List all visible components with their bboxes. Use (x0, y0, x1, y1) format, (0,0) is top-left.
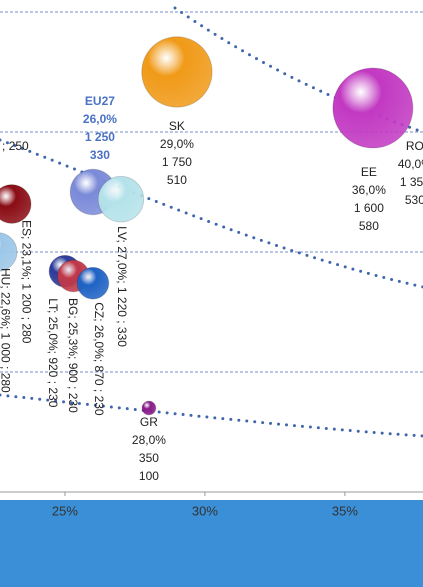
data-label: 100 (139, 469, 159, 483)
data-label: 26,0% (83, 112, 117, 126)
bubble (76, 266, 110, 300)
bubble (97, 175, 145, 223)
data-label: 1 250 (85, 130, 115, 144)
annotation: ; 250 (2, 139, 29, 153)
data-label: HU; 22,6%; 1 000 ; 280 (0, 268, 13, 393)
data-label: 330 (90, 148, 110, 162)
bubble (0, 232, 18, 272)
data-label: 510 (167, 173, 187, 187)
x-tick-label: 30% (192, 503, 218, 518)
data-label: GR (140, 415, 158, 429)
data-label: 36,0% (352, 183, 386, 197)
data-label: EU27 (85, 94, 115, 108)
trend-line (0, 393, 423, 438)
data-label: RO (406, 139, 423, 153)
footer-band (0, 500, 423, 587)
data-label: 350 (139, 451, 159, 465)
data-label: ES; 23,1%; 1 200 ; 280 (20, 220, 34, 344)
data-label: BG; 25,3%; 900 ; 230 (66, 298, 80, 413)
bubble (0, 184, 32, 224)
data-label: SK (169, 119, 185, 133)
data-label: 530 (405, 193, 423, 207)
data-label: 40,0% (398, 157, 423, 171)
bubble (141, 36, 213, 108)
x-tick-label: 35% (332, 503, 358, 518)
x-tick-label: 25% (52, 503, 78, 518)
data-label: EE (361, 165, 377, 179)
bubble (332, 67, 414, 149)
data-label: CZ; 26,0%; 870 ; 230 (92, 302, 106, 416)
data-label: 1 600 (354, 201, 384, 215)
data-label: 1 350 (400, 175, 423, 189)
data-label: LV; 27,0%; 1 220 ; 330 (115, 226, 129, 347)
data-label: 29,0% (160, 137, 194, 151)
bubble (141, 400, 157, 416)
data-label: 1 750 (162, 155, 192, 169)
data-label: 580 (359, 219, 379, 233)
data-label: LT; 25,0%; 920 ; 230 (46, 298, 60, 408)
data-label: 28,0% (132, 433, 166, 447)
